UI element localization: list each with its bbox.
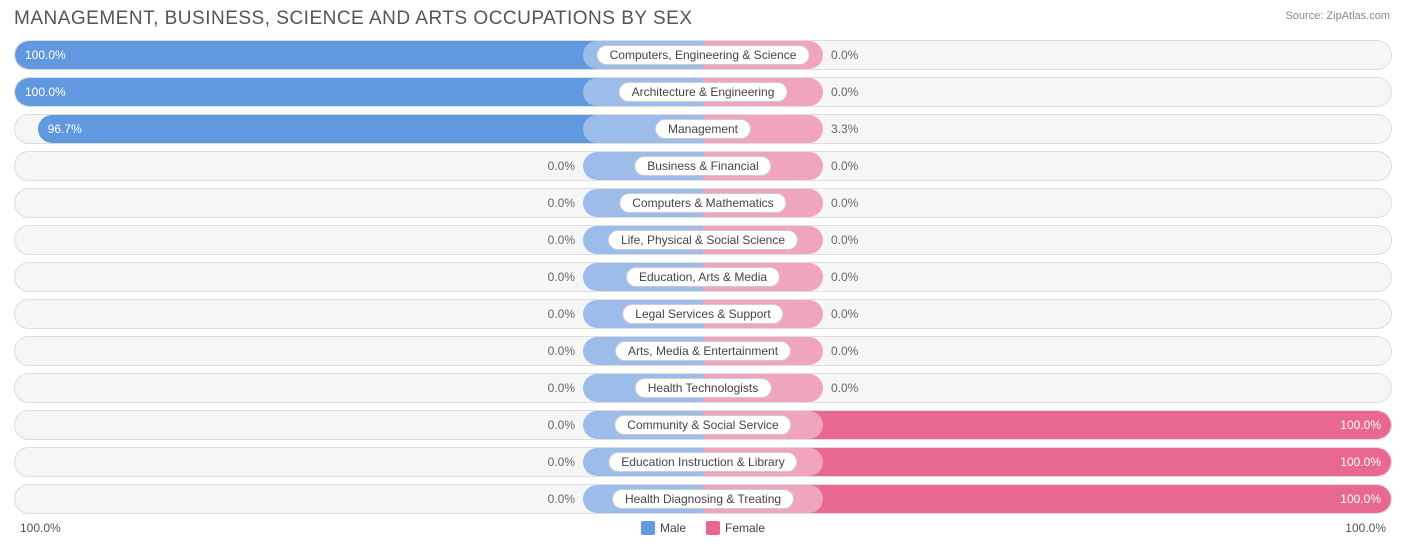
category-label: Community & Social Service bbox=[614, 415, 791, 435]
female-value: 0.0% bbox=[831, 307, 858, 321]
bar-row: 96.7% 3.3% Management bbox=[14, 114, 1392, 144]
female-value: 0.0% bbox=[831, 270, 858, 284]
male-value: 96.7% bbox=[48, 122, 82, 136]
source-attribution: Source: ZipAtlas.com bbox=[1285, 10, 1390, 22]
chart-rows-container: 100.0% 0.0% Computers, Engineering & Scien… bbox=[14, 40, 1392, 514]
legend-item-female: Female bbox=[706, 521, 765, 535]
female-value: 100.0% bbox=[1340, 418, 1381, 432]
male-value: 0.0% bbox=[548, 270, 575, 284]
category-label: Legal Services & Support bbox=[622, 304, 783, 324]
male-value: 100.0% bbox=[25, 48, 66, 62]
category-label: Architecture & Engineering bbox=[619, 82, 788, 102]
category-label: Computers, Engineering & Science bbox=[597, 45, 810, 65]
axis-row: 100.0% Male Female 100.0% bbox=[14, 521, 1392, 535]
male-value: 0.0% bbox=[548, 196, 575, 210]
category-label: Life, Physical & Social Science bbox=[608, 230, 798, 250]
female-value: 100.0% bbox=[1340, 455, 1381, 469]
source-prefix: Source: bbox=[1285, 10, 1326, 22]
legend-swatch-male bbox=[641, 521, 655, 535]
category-label: Education, Arts & Media bbox=[626, 267, 780, 287]
male-value: 100.0% bbox=[25, 85, 66, 99]
bar-row: 0.0% 0.0% Education, Arts & Media bbox=[14, 262, 1392, 292]
legend-label-male: Male bbox=[660, 521, 686, 535]
male-value: 0.0% bbox=[548, 492, 575, 506]
axis-left-label: 100.0% bbox=[20, 521, 61, 535]
category-label: Computers & Mathematics bbox=[619, 193, 786, 213]
category-label: Business & Financial bbox=[634, 156, 771, 176]
male-value: 0.0% bbox=[548, 307, 575, 321]
female-value: 0.0% bbox=[831, 196, 858, 210]
source-name: ZipAtlas.com bbox=[1326, 10, 1390, 22]
bar-row: 0.0% 0.0% Computers & Mathematics bbox=[14, 188, 1392, 218]
category-label: Health Diagnosing & Treating bbox=[612, 489, 794, 509]
female-value: 3.3% bbox=[831, 122, 858, 136]
category-label: Arts, Media & Entertainment bbox=[615, 341, 791, 361]
female-value: 0.0% bbox=[831, 159, 858, 173]
bar-row: 100.0% 0.0% Computers, Engineering & Scien… bbox=[14, 40, 1392, 70]
female-value: 100.0% bbox=[1340, 492, 1381, 506]
male-value: 0.0% bbox=[548, 233, 575, 247]
axis-right-label: 100.0% bbox=[1345, 521, 1386, 535]
female-value: 0.0% bbox=[831, 344, 858, 358]
male-value: 0.0% bbox=[548, 344, 575, 358]
chart-title: MANAGEMENT, BUSINESS, SCIENCE AND ARTS O… bbox=[14, 8, 1392, 30]
female-value: 0.0% bbox=[831, 85, 858, 99]
bar-row: 0.0% 0.0% Legal Services & Support bbox=[14, 299, 1392, 329]
male-value: 0.0% bbox=[548, 159, 575, 173]
female-value: 0.0% bbox=[831, 381, 858, 395]
male-value: 0.0% bbox=[548, 418, 575, 432]
category-label: Education Instruction & Library bbox=[608, 452, 797, 472]
bar-row: 0.0% 100.0% Health Diagnosing & Treating bbox=[14, 484, 1392, 514]
bar-row: 0.0% 0.0% Life, Physical & Social Science bbox=[14, 225, 1392, 255]
female-value: 0.0% bbox=[831, 48, 858, 62]
bar-row: 0.0% 100.0% Community & Social Service bbox=[14, 410, 1392, 440]
category-label: Health Technologists bbox=[635, 378, 772, 398]
male-value: 0.0% bbox=[548, 381, 575, 395]
legend-swatch-female bbox=[706, 521, 720, 535]
bar-row: 0.0% 0.0% Business & Financial bbox=[14, 151, 1392, 181]
bar-row: 0.0% 0.0% Health Technologists bbox=[14, 373, 1392, 403]
legend-item-male: Male bbox=[641, 521, 686, 535]
bar-row: 100.0% 0.0% Architecture & Engineering bbox=[14, 77, 1392, 107]
female-value: 0.0% bbox=[831, 233, 858, 247]
category-label: Management bbox=[655, 119, 751, 139]
legend-label-female: Female bbox=[725, 521, 765, 535]
bar-row: 0.0% 0.0% Arts, Media & Entertainment bbox=[14, 336, 1392, 366]
male-value: 0.0% bbox=[548, 455, 575, 469]
legend: Male Female bbox=[641, 521, 765, 535]
bar-row: 0.0% 100.0% Education Instruction & Librar… bbox=[14, 447, 1392, 477]
